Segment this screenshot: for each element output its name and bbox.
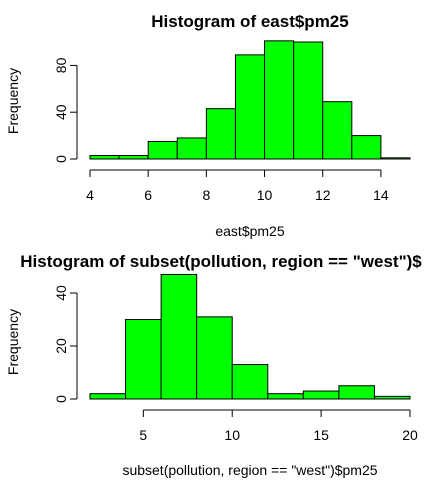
histogram-bar	[373, 395, 411, 400]
histogram-bar	[351, 135, 382, 160]
histogram-bar	[267, 393, 304, 400]
histogram-bar	[293, 41, 324, 160]
histogram-east-panel: Histogram of east$pm25 east$pm25 Frequen…	[5, 12, 411, 239]
y-axis-label-east: Frequency	[5, 68, 21, 134]
histogram-bar	[196, 316, 233, 400]
x-axis-label-west: subset(pollution, region == "west")$pm25	[122, 462, 377, 478]
histogram-bar	[205, 108, 236, 160]
histogram-bar	[338, 385, 375, 400]
histogram-bar	[322, 101, 353, 160]
histogram-bar	[125, 319, 162, 400]
x-tick-label: 8	[202, 187, 210, 203]
x-tick-label: 15	[313, 427, 329, 443]
y-axis-east: 0 40 80	[53, 57, 78, 163]
x-tick-label: 14	[373, 187, 389, 203]
x-tick-label: 20	[402, 427, 418, 443]
chart-title-west: Histogram of subset(pollution, region ==…	[20, 252, 422, 271]
y-tick-label: 80	[53, 57, 69, 73]
x-tick-label: 4	[86, 187, 94, 203]
histogram-bar	[231, 364, 269, 400]
y-axis-label-west: Frequency	[5, 309, 21, 375]
histogram-bar	[234, 54, 266, 160]
y-tick-label: 40	[53, 104, 69, 120]
histogram-bar	[118, 154, 149, 160]
chart-title-east: Histogram of east$pm25	[151, 12, 348, 31]
x-axis-west: 5 10 15 20	[139, 409, 418, 443]
histogram-west-panel: Histogram of subset(pollution, region ==…	[5, 252, 422, 478]
x-tick-label: 5	[139, 427, 147, 443]
y-tick-label: 0	[53, 155, 69, 163]
histogram-bar	[89, 154, 120, 160]
x-axis-label-east: east$pm25	[215, 223, 284, 239]
x-tick-label: 12	[315, 187, 331, 203]
histogram-bar	[147, 140, 178, 160]
histogram-bar	[89, 393, 127, 400]
histogram-bar	[264, 40, 295, 160]
histogram-bar	[380, 157, 411, 160]
x-tick-label: 10	[224, 427, 240, 443]
histogram-bar	[302, 390, 340, 400]
histogram-bar	[160, 273, 198, 400]
y-axis-west: 0 20 40	[53, 285, 78, 403]
x-tick-label: 6	[144, 187, 152, 203]
bars-west	[89, 273, 411, 400]
bars-east	[89, 40, 411, 160]
y-tick-label: 20	[53, 338, 69, 354]
histogram-bar	[176, 137, 207, 160]
y-tick-label: 40	[53, 285, 69, 301]
x-tick-label: 10	[257, 187, 273, 203]
x-axis-east: 4 6 8 10 12 14	[86, 169, 389, 203]
y-tick-label: 0	[53, 395, 69, 403]
